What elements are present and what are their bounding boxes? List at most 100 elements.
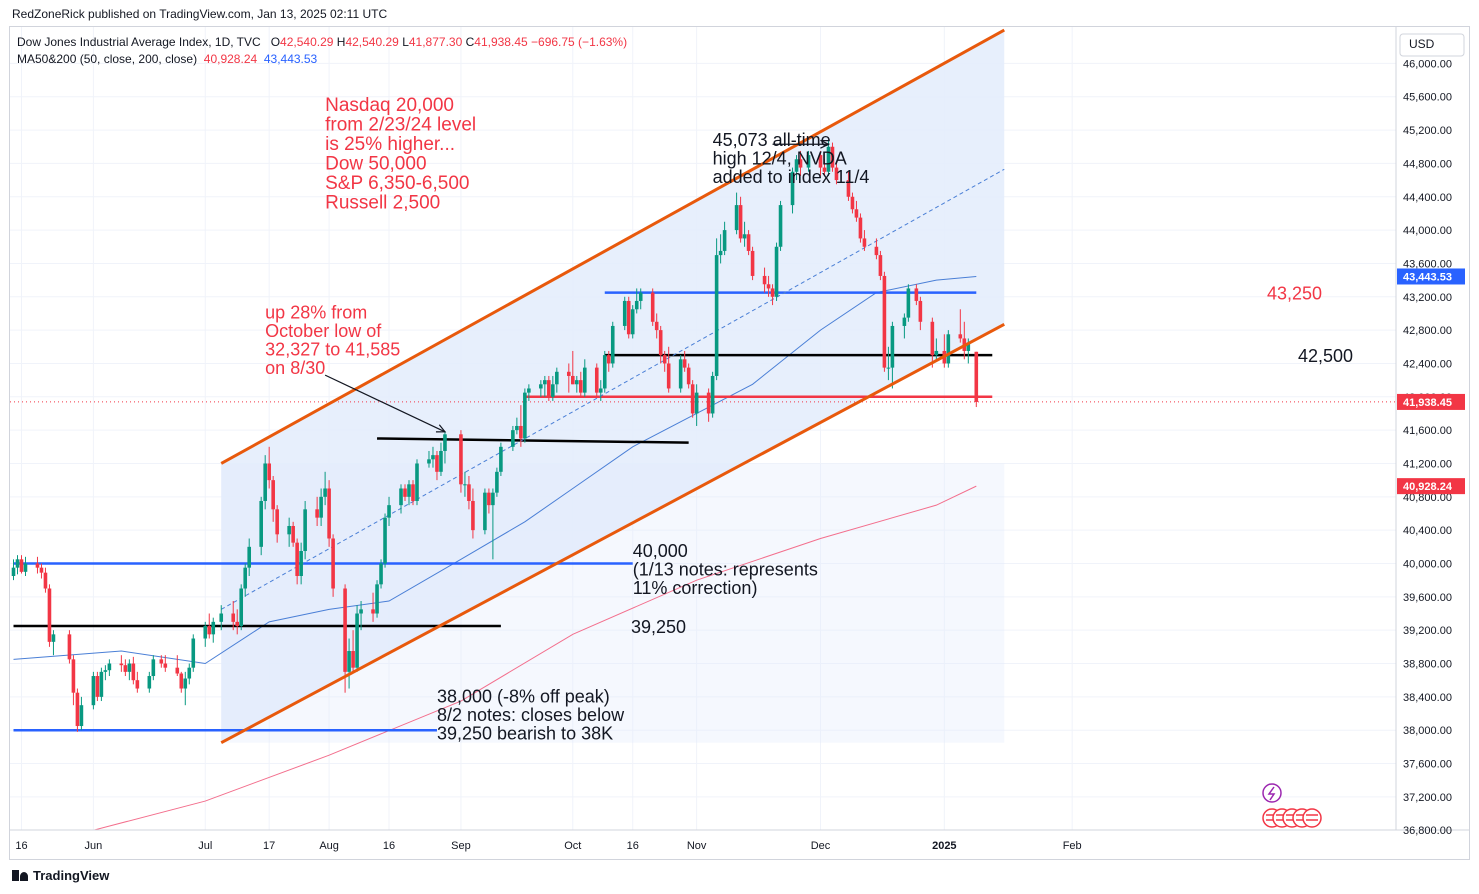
candle[interactable] — [582, 359, 587, 397]
candle[interactable] — [39, 563, 44, 579]
candle[interactable] — [886, 346, 891, 381]
candle[interactable] — [690, 380, 695, 418]
candle[interactable] — [650, 288, 655, 326]
candle[interactable] — [151, 655, 156, 681]
candle[interactable] — [319, 488, 323, 526]
candle[interactable] — [491, 488, 495, 560]
candle[interactable] — [43, 567, 48, 593]
candle[interactable] — [23, 556, 28, 577]
candle[interactable] — [91, 671, 96, 710]
candle[interactable] — [99, 667, 104, 702]
candle[interactable] — [299, 542, 303, 585]
candle[interactable] — [175, 655, 180, 677]
candle[interactable] — [399, 484, 403, 514]
candle[interactable] — [123, 659, 128, 677]
candle[interactable] — [239, 584, 244, 631]
candle[interactable] — [459, 430, 463, 493]
candle[interactable] — [778, 200, 783, 251]
candle[interactable] — [834, 163, 839, 185]
candle[interactable] — [183, 671, 188, 706]
candle[interactable] — [622, 296, 627, 331]
candle[interactable] — [890, 321, 895, 389]
candle[interactable] — [67, 630, 72, 664]
candle[interactable] — [958, 309, 963, 343]
candle[interactable] — [798, 150, 803, 176]
candle[interactable] — [511, 425, 515, 451]
candle[interactable] — [523, 388, 527, 443]
candle[interactable] — [71, 655, 76, 706]
candle[interactable] — [407, 480, 411, 506]
candle[interactable] — [662, 350, 667, 372]
candle[interactable] — [315, 496, 319, 526]
candle[interactable] — [846, 171, 851, 201]
candle[interactable] — [527, 384, 531, 401]
candle[interactable] — [790, 167, 795, 214]
candle[interactable] — [379, 559, 383, 589]
currency-box[interactable] — [1399, 33, 1465, 57]
candle[interactable] — [187, 663, 192, 685]
candle[interactable] — [666, 346, 671, 393]
candle[interactable] — [119, 655, 124, 672]
candle[interactable] — [634, 288, 639, 314]
candle[interactable] — [303, 500, 307, 560]
candle[interactable] — [351, 630, 355, 672]
candle[interactable] — [878, 250, 883, 281]
candle[interactable] — [678, 355, 683, 393]
candle[interactable] — [818, 150, 823, 176]
candle[interactable] — [147, 671, 152, 693]
candle[interactable] — [203, 621, 208, 647]
candle[interactable] — [243, 563, 248, 597]
candle[interactable] — [515, 417, 519, 435]
candle[interactable] — [578, 371, 583, 397]
candle[interactable] — [107, 659, 112, 677]
us-flag-icon[interactable] — [1302, 808, 1322, 828]
candle[interactable] — [347, 638, 351, 689]
candle[interactable] — [19, 555, 24, 574]
candle[interactable] — [918, 296, 923, 331]
candle[interactable] — [539, 380, 543, 397]
candle[interactable] — [179, 671, 184, 693]
candle[interactable] — [387, 496, 391, 526]
candle[interactable] — [934, 338, 939, 360]
candle[interactable] — [519, 405, 523, 447]
candle[interactable] — [610, 321, 615, 368]
candle[interactable] — [694, 384, 699, 426]
candle[interactable] — [323, 471, 327, 506]
candle[interactable] — [551, 375, 555, 401]
candle[interactable] — [830, 142, 835, 172]
candle[interactable] — [211, 617, 216, 643]
candle[interactable] — [658, 325, 663, 364]
candle[interactable] — [287, 517, 291, 547]
lightning-icon[interactable] — [1262, 783, 1282, 803]
candle[interactable] — [750, 246, 755, 281]
candle[interactable] — [163, 655, 168, 672]
candle[interactable] — [355, 605, 359, 672]
candle[interactable] — [15, 555, 20, 575]
candle[interactable] — [742, 221, 747, 247]
candle[interactable] — [435, 450, 439, 481]
candle[interactable] — [858, 213, 863, 243]
candle[interactable] — [411, 480, 415, 506]
candle[interactable] — [770, 284, 775, 306]
candle[interactable] — [235, 609, 240, 635]
candle[interactable] — [762, 267, 767, 293]
candle[interactable] — [914, 284, 919, 306]
candle[interactable] — [483, 488, 487, 535]
candle[interactable] — [906, 284, 911, 322]
candle[interactable] — [219, 605, 224, 631]
candle[interactable] — [598, 380, 603, 401]
candle[interactable] — [11, 559, 16, 581]
candle[interactable] — [267, 446, 271, 489]
candle[interactable] — [495, 467, 499, 497]
candle[interactable] — [439, 442, 443, 476]
candle[interactable] — [467, 475, 471, 510]
candle[interactable] — [826, 140, 831, 176]
candle[interactable] — [327, 480, 331, 547]
candle[interactable] — [135, 671, 140, 693]
candle[interactable] — [734, 192, 739, 235]
candle[interactable] — [706, 388, 711, 422]
candle[interactable] — [766, 275, 771, 297]
candle[interactable] — [571, 350, 575, 385]
candle[interactable] — [443, 430, 447, 464]
